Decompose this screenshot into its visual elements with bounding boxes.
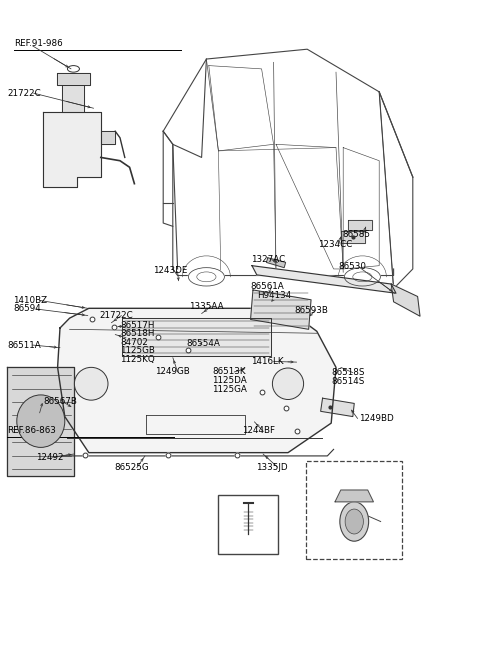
Ellipse shape xyxy=(74,367,108,400)
Text: 1244BF: 1244BF xyxy=(242,426,275,436)
Polygon shape xyxy=(43,112,101,187)
Text: 1249GB: 1249GB xyxy=(155,367,189,377)
Text: 1125DA: 1125DA xyxy=(212,376,247,385)
Text: 10188: 10188 xyxy=(232,502,260,511)
Polygon shape xyxy=(348,220,372,230)
Text: 1416LK: 1416LK xyxy=(251,357,284,366)
Text: 86561A: 86561A xyxy=(251,282,284,291)
Ellipse shape xyxy=(272,368,304,400)
Polygon shape xyxy=(341,231,365,243)
Polygon shape xyxy=(391,284,420,316)
Polygon shape xyxy=(58,308,336,453)
Text: 21722C: 21722C xyxy=(7,89,41,98)
Polygon shape xyxy=(252,266,396,293)
Text: 86514S: 86514S xyxy=(331,377,365,386)
Polygon shape xyxy=(101,131,115,144)
Polygon shape xyxy=(122,318,271,356)
Text: 86530: 86530 xyxy=(338,262,366,272)
Text: 84702: 84702 xyxy=(120,338,148,347)
Ellipse shape xyxy=(345,509,363,534)
Bar xyxy=(306,461,402,559)
Text: 1410BZ: 1410BZ xyxy=(13,296,48,305)
Polygon shape xyxy=(321,398,354,417)
Polygon shape xyxy=(251,290,311,329)
Text: 86518S: 86518S xyxy=(331,368,365,377)
Text: 86567B: 86567B xyxy=(43,397,77,406)
Text: 86513K: 86513K xyxy=(212,367,246,377)
Text: 1234CC: 1234CC xyxy=(318,239,352,249)
Text: 1125KQ: 1125KQ xyxy=(120,355,155,364)
Text: 1335JD: 1335JD xyxy=(256,462,288,472)
Ellipse shape xyxy=(344,268,380,286)
Ellipse shape xyxy=(188,268,225,286)
Text: 86593B: 86593B xyxy=(295,306,329,315)
Text: 1125GA: 1125GA xyxy=(212,384,247,394)
Text: REF.86-863: REF.86-863 xyxy=(7,426,56,436)
Text: 86585: 86585 xyxy=(343,230,371,239)
Text: 86554A: 86554A xyxy=(186,339,220,348)
Text: 12492: 12492 xyxy=(36,453,63,462)
Text: 1249BD: 1249BD xyxy=(359,414,394,423)
Text: 1327AC: 1327AC xyxy=(251,255,285,264)
Text: 18649B: 18649B xyxy=(323,515,356,524)
Text: 86594: 86594 xyxy=(13,304,41,314)
Text: 86525G: 86525G xyxy=(114,463,149,472)
Text: 92202A: 92202A xyxy=(309,485,342,494)
Polygon shape xyxy=(62,85,84,112)
Ellipse shape xyxy=(17,395,65,447)
Text: 1125GB: 1125GB xyxy=(120,346,155,356)
Text: 86518H: 86518H xyxy=(120,329,155,338)
Text: 1243DE: 1243DE xyxy=(153,266,187,275)
Polygon shape xyxy=(335,490,373,502)
Text: (W/FOG LAMP): (W/FOG LAMP) xyxy=(309,466,372,476)
Bar xyxy=(218,495,278,554)
Polygon shape xyxy=(266,258,286,268)
Text: 1335AA: 1335AA xyxy=(189,302,223,311)
Text: 92201B: 92201B xyxy=(309,476,342,485)
Text: H94134: H94134 xyxy=(257,291,291,300)
Text: 21722C: 21722C xyxy=(100,311,133,320)
Ellipse shape xyxy=(340,502,369,541)
Polygon shape xyxy=(57,73,90,85)
Polygon shape xyxy=(7,367,74,476)
Text: REF.91-986: REF.91-986 xyxy=(14,39,63,49)
Text: 86517H: 86517H xyxy=(120,321,155,330)
Text: 86511A: 86511A xyxy=(7,340,41,350)
